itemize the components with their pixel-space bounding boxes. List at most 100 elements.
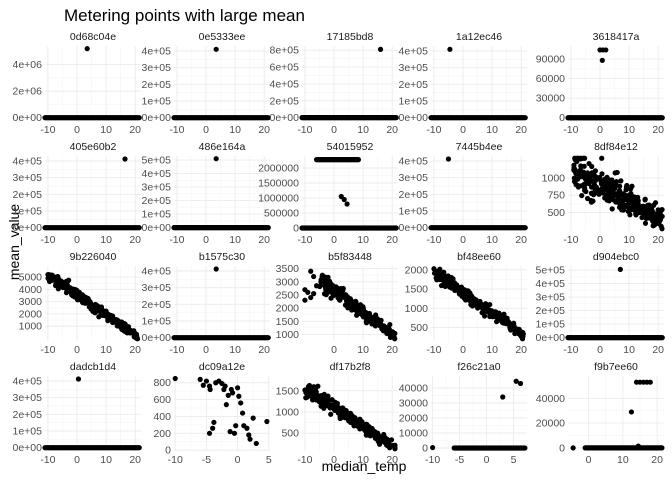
data-point bbox=[213, 156, 219, 162]
data-point bbox=[223, 402, 229, 408]
y-tick-label: 10000 bbox=[399, 428, 428, 440]
x-tick-label: 0 bbox=[460, 124, 466, 136]
trend-point bbox=[84, 296, 90, 302]
data-point bbox=[308, 268, 314, 274]
trend-point bbox=[630, 206, 637, 213]
facet-panel: 54015952-10 0 10 20050000010000001500000200… bbox=[258, 141, 399, 246]
data-point bbox=[206, 430, 213, 436]
data-point bbox=[222, 383, 228, 389]
trend-point bbox=[636, 207, 642, 213]
x-tick-label: 0 bbox=[484, 454, 490, 466]
trend-point bbox=[388, 437, 395, 443]
x-tick-label: 10 bbox=[100, 454, 112, 466]
x-tick-label: 0 bbox=[74, 344, 80, 356]
x-tick-label: 20 bbox=[515, 344, 527, 356]
data-point bbox=[313, 283, 320, 289]
chart-title: Metering points with large mean bbox=[64, 6, 305, 25]
x-tick-label: -10 bbox=[40, 234, 55, 246]
facet-panel: dc09a12e -10 -5 0 5 0 200 400 600 800 bbox=[153, 361, 271, 466]
trend-point bbox=[382, 434, 388, 440]
y-tick-label: 3e+05 bbox=[13, 172, 43, 184]
trend-point bbox=[327, 405, 333, 411]
trend-point bbox=[347, 296, 353, 302]
trend-point bbox=[316, 393, 322, 399]
data-point bbox=[238, 400, 244, 406]
facet-panel: f26c21a0 -10 -5 0 5 0 10000 20000 30000 40000 bbox=[399, 361, 528, 466]
facet-strip-label: 1a12ec46 bbox=[456, 31, 502, 43]
trend-point bbox=[352, 420, 358, 426]
x-tick-label: 0 bbox=[586, 454, 592, 466]
trend-point bbox=[633, 212, 639, 218]
x-tick-label: -10 bbox=[425, 454, 440, 466]
y-tick-label: 1500 bbox=[276, 385, 300, 397]
trend-point bbox=[571, 162, 577, 168]
x-tick-label: -10 bbox=[563, 344, 578, 356]
trend-point bbox=[94, 305, 100, 311]
trend-point bbox=[387, 321, 393, 328]
x-tick-label: -10 bbox=[168, 454, 183, 466]
trend-point bbox=[441, 272, 447, 278]
facet-strip-label: dadcb1d4 bbox=[70, 361, 116, 373]
trend-point bbox=[384, 442, 390, 448]
x-tick-label: 20 bbox=[129, 124, 141, 136]
y-tick-label: 400 bbox=[153, 411, 171, 423]
y-axis-title: mean_value bbox=[6, 204, 22, 280]
trend-point bbox=[658, 207, 664, 213]
x-tick-label: 5 bbox=[511, 454, 517, 466]
trend-point bbox=[54, 278, 60, 285]
data-point bbox=[447, 46, 453, 52]
facet-panel: 405e60b2 -10 0 10 20 0e+00 1e+05 2e+05 3e+05 4e+0… bbox=[13, 141, 142, 246]
baseline-point bbox=[522, 115, 528, 121]
y-tick-label: 2e+05 bbox=[13, 409, 43, 421]
y-tick-label: 8e+05 bbox=[270, 45, 300, 57]
y-tick-label: 2e+05 bbox=[13, 189, 43, 201]
x-tick-label: 20 bbox=[652, 124, 664, 136]
y-tick-label: 2e+05 bbox=[399, 79, 429, 91]
trend-point bbox=[375, 430, 381, 436]
trend-point bbox=[635, 198, 641, 204]
x-tick-label: 10 bbox=[357, 344, 369, 356]
y-tick-label: 40000 bbox=[399, 383, 428, 395]
trend-point bbox=[339, 405, 346, 411]
facet-panel: dadcb1d4 -10 0 10 20 0e+00 1e+05 2e+05 3e+05 4e+0… bbox=[13, 361, 142, 466]
data-point bbox=[213, 266, 219, 272]
data-point bbox=[603, 47, 609, 53]
data-point bbox=[430, 444, 436, 451]
x-tick-label: 10 bbox=[229, 344, 241, 356]
trend-point bbox=[639, 203, 645, 210]
y-tick-label: 40000 bbox=[536, 393, 565, 405]
data-point bbox=[250, 415, 256, 421]
facet-panel: df17b2f8 -10 0 10 20 500 1000 1500 bbox=[276, 361, 399, 466]
x-tick-label: -10 bbox=[40, 454, 55, 466]
x-tick-label: -10 bbox=[426, 234, 441, 246]
x-tick-label: 5 bbox=[266, 454, 272, 466]
baseline-point bbox=[659, 335, 665, 341]
trend-point bbox=[466, 296, 472, 302]
baseline-point bbox=[393, 225, 399, 231]
trend-point bbox=[607, 181, 613, 187]
trend-point bbox=[597, 174, 603, 181]
y-tick-label: 0e+00 bbox=[142, 112, 172, 124]
y-tick-label: 1000 bbox=[276, 329, 300, 341]
x-tick-label: 10 bbox=[486, 344, 498, 356]
trend-point bbox=[645, 203, 651, 209]
y-tick-label: 1e+05 bbox=[536, 319, 566, 331]
trend-point bbox=[603, 179, 609, 185]
trend-point bbox=[584, 170, 591, 176]
trend-point bbox=[482, 303, 488, 309]
baseline-point bbox=[659, 445, 665, 451]
data-point bbox=[203, 378, 210, 384]
baseline-point bbox=[265, 225, 271, 231]
data-point bbox=[246, 432, 252, 438]
trend-point bbox=[652, 200, 659, 206]
trend-point bbox=[358, 303, 364, 310]
trend-point bbox=[101, 312, 107, 318]
trend-point bbox=[74, 287, 80, 293]
trend-point bbox=[447, 280, 453, 286]
y-tick-label: 3e+05 bbox=[142, 282, 172, 294]
x-tick-label: 0 bbox=[203, 344, 209, 356]
